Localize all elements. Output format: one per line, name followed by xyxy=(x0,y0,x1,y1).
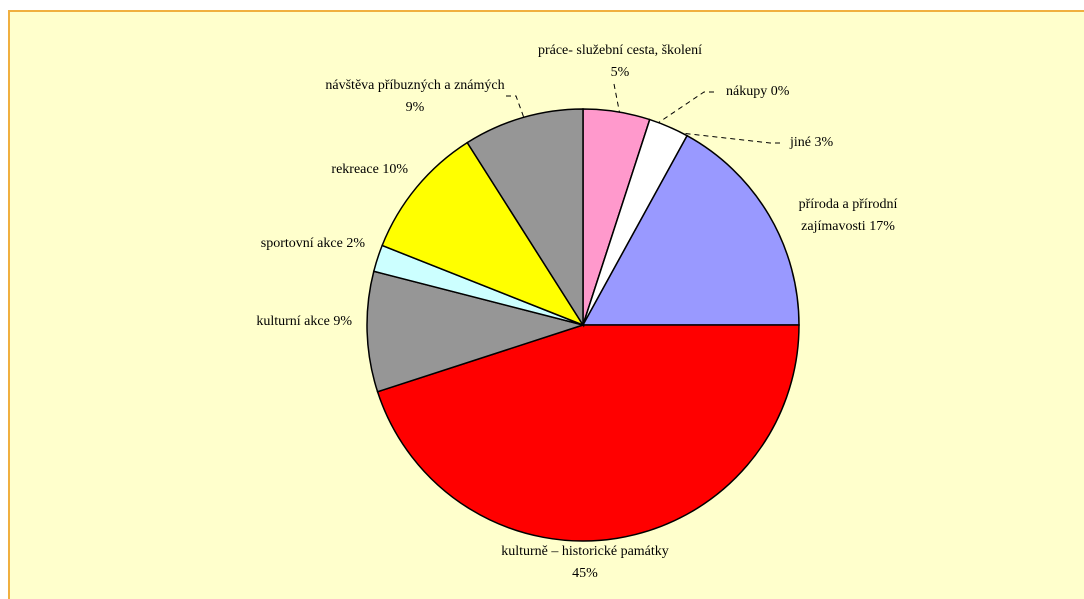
pie-slice xyxy=(376,324,800,542)
slice-label: práce- služební cesta, školení 5% xyxy=(535,40,705,84)
slice-label: rekreace 10% xyxy=(268,159,408,181)
slice-label: sportovní akce 2% xyxy=(212,233,365,255)
leader-line xyxy=(651,91,714,128)
leader-line xyxy=(671,131,780,144)
pie-slice xyxy=(366,270,586,393)
pie-slice xyxy=(581,134,800,326)
slice-label: kulturně – historické památky 45% xyxy=(500,541,670,585)
value-label: 9% xyxy=(405,100,425,115)
category-name: příroda a přírodní zajímavosti xyxy=(798,197,898,234)
category-name: nákupy xyxy=(726,84,768,99)
category-name: kulturní akce xyxy=(256,314,330,329)
slice-label: kulturní akce 9% xyxy=(212,311,352,333)
leader-line xyxy=(506,95,525,119)
value-label: 17% xyxy=(869,219,895,234)
category-name: práce- služební cesta, školení xyxy=(537,43,703,58)
value-label: 5% xyxy=(610,65,630,80)
value-label: 9% xyxy=(333,314,352,329)
value-label: 3% xyxy=(814,135,834,150)
value-label: 10% xyxy=(382,162,408,177)
slice-label: příroda a přírodní zajímavosti 17% xyxy=(768,194,928,238)
slice-label: návštěva příbuzných a známých 9% xyxy=(325,75,505,119)
leader-line xyxy=(613,83,621,116)
category-name: kulturně – historické památky xyxy=(501,544,669,559)
slice-label: jiné 3% xyxy=(790,132,890,154)
pie-slice xyxy=(466,108,584,328)
category-name: jiné xyxy=(790,135,811,150)
category-name: návštěva příbuzných a známých xyxy=(325,78,505,93)
category-name: sportovní akce xyxy=(260,236,343,251)
slice-label: nákupy 0% xyxy=(726,81,846,103)
category-name: rekreace xyxy=(331,162,379,177)
value-label: 45% xyxy=(572,566,598,581)
leader-lines xyxy=(506,83,780,144)
value-label: 2% xyxy=(346,236,365,251)
value-label: 0% xyxy=(770,84,790,99)
pie-slice xyxy=(381,141,585,327)
